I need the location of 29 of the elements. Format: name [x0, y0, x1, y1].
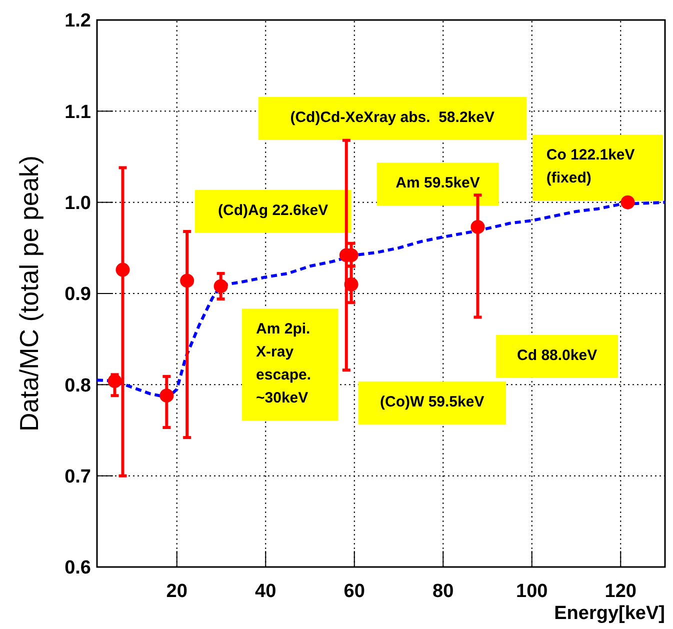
y-tick-label: 0.7 — [64, 466, 91, 488]
point — [180, 274, 194, 288]
annotation: Co 122.1keV (fixed) — [546, 146, 635, 187]
y-tick-label: 1.0 — [64, 192, 91, 214]
annotation: (Cd)Ag 22.6keV — [218, 202, 328, 219]
point — [470, 220, 485, 234]
x-tick-label: 120 — [604, 581, 636, 602]
y-tick-label: 0.6 — [64, 558, 91, 579]
point — [344, 277, 358, 292]
annotation: (Cd)Cd-XeXray abs. 58.2keV — [290, 108, 494, 126]
x-axis-title: Energy[keV] — [554, 603, 665, 624]
annotation: Am 59.5keV — [396, 174, 480, 192]
x-tick-label: 100 — [516, 581, 548, 602]
y-axis-title: Data/MC (total pe peak) — [14, 155, 44, 432]
y-tick-label: 1.1 — [64, 102, 92, 123]
annotation: Am 2pi. X-ray escape. ~30keV — [256, 320, 312, 407]
y-tick-label: 0.8 — [64, 375, 91, 396]
x-tick-label: 20 — [166, 581, 188, 602]
annotation: Cd 88.0keV — [517, 346, 598, 364]
point — [160, 388, 174, 403]
point — [620, 195, 635, 210]
point — [214, 279, 228, 294]
point — [116, 262, 130, 277]
y-tick-label: 0.9 — [64, 284, 91, 306]
x-tick-label: 60 — [344, 581, 365, 602]
annotation: (Co)W 59.5keV — [380, 393, 484, 410]
x-tick-label: 80 — [432, 581, 454, 602]
x-tick-label: 40 — [255, 581, 276, 602]
y-tick-label: 1.2 — [64, 10, 91, 32]
